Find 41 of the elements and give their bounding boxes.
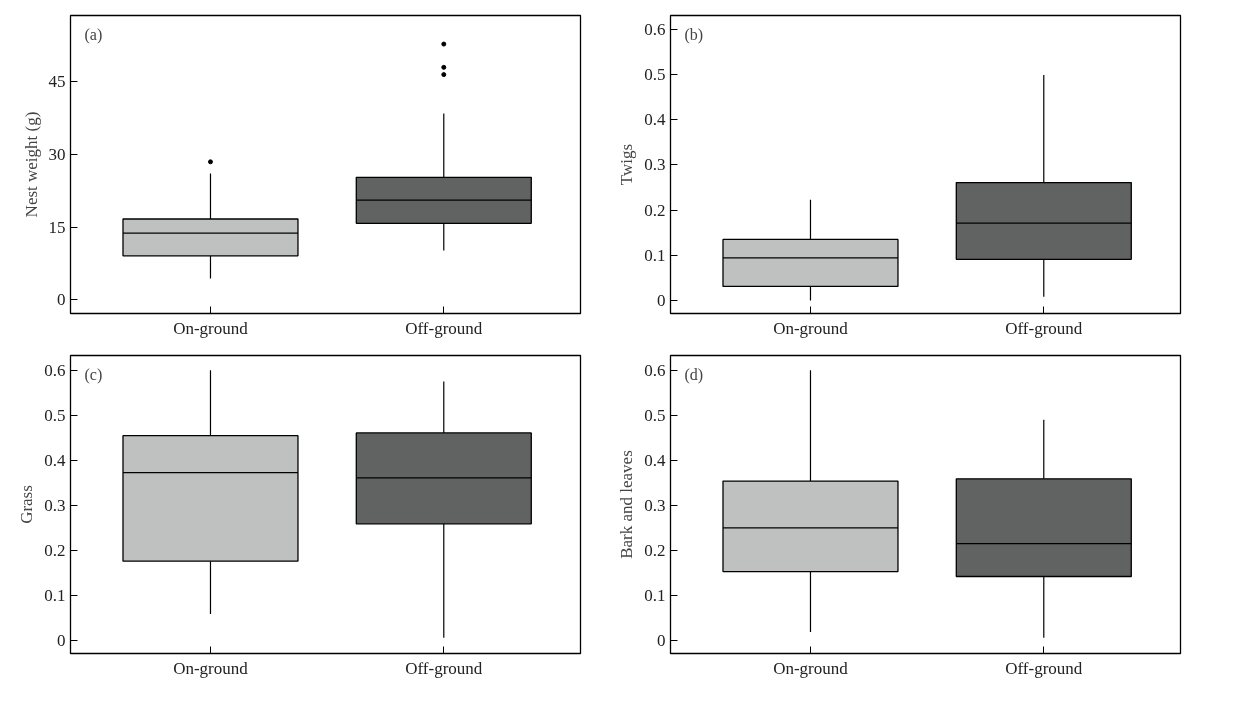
y-tick-label: 0.6 xyxy=(644,360,666,380)
x-tick-label: Off-ground xyxy=(405,658,483,678)
y-tick-label: 0.2 xyxy=(644,200,666,220)
y-tick-label: 0.5 xyxy=(644,65,666,85)
y-tick-label: 0 xyxy=(57,290,66,310)
x-tick-label: On-ground xyxy=(173,318,249,338)
y-tick-label: 0.6 xyxy=(44,360,66,380)
x-tick-label: Off-ground xyxy=(1005,318,1083,338)
y-axis-title: Nest weight (g) xyxy=(21,111,41,218)
y-tick-label: 30 xyxy=(48,145,66,165)
y-tick-label: 0.3 xyxy=(644,155,666,175)
y-tick-label: 0 xyxy=(657,630,666,650)
annotation: (c) xyxy=(84,365,103,384)
y-tick-label: 0.1 xyxy=(44,585,66,605)
y-tick-label: 0 xyxy=(57,630,66,650)
y-axis-title: Grass xyxy=(17,485,37,524)
y-tick-label: 0.2 xyxy=(44,540,66,560)
annotation: (b) xyxy=(684,25,704,44)
y-tick-label: 0.3 xyxy=(44,495,66,515)
y-tick-label: 15 xyxy=(48,217,66,237)
x-tick-label: On-ground xyxy=(773,318,849,338)
y-tick-label: 0.1 xyxy=(644,585,666,605)
x-tick-label: On-ground xyxy=(173,658,249,678)
y-tick-label: 0.5 xyxy=(44,405,66,425)
y-tick-label: 0.4 xyxy=(44,450,66,470)
y-tick-label: 45 xyxy=(48,72,66,92)
y-tick-label: 0.4 xyxy=(644,110,666,130)
annotation: (a) xyxy=(84,25,103,44)
y-tick-label: 0.1 xyxy=(644,245,666,265)
y-tick-label: 0.6 xyxy=(644,20,666,39)
y-tick-label: 0 xyxy=(657,290,666,310)
y-axis-title: Bark and leaves xyxy=(617,450,637,559)
x-tick-label: Off-ground xyxy=(1005,658,1083,678)
y-tick-label: 0.4 xyxy=(644,450,666,470)
y-tick-label: 0.3 xyxy=(644,495,666,515)
y-tick-label: 0.2 xyxy=(644,540,666,560)
y-axis-title: Twigs xyxy=(617,143,637,186)
x-tick-label: Off-ground xyxy=(405,318,483,338)
y-tick-label: 0.5 xyxy=(644,405,666,425)
x-tick-label: On-ground xyxy=(773,658,849,678)
annotation: (d) xyxy=(684,365,704,384)
